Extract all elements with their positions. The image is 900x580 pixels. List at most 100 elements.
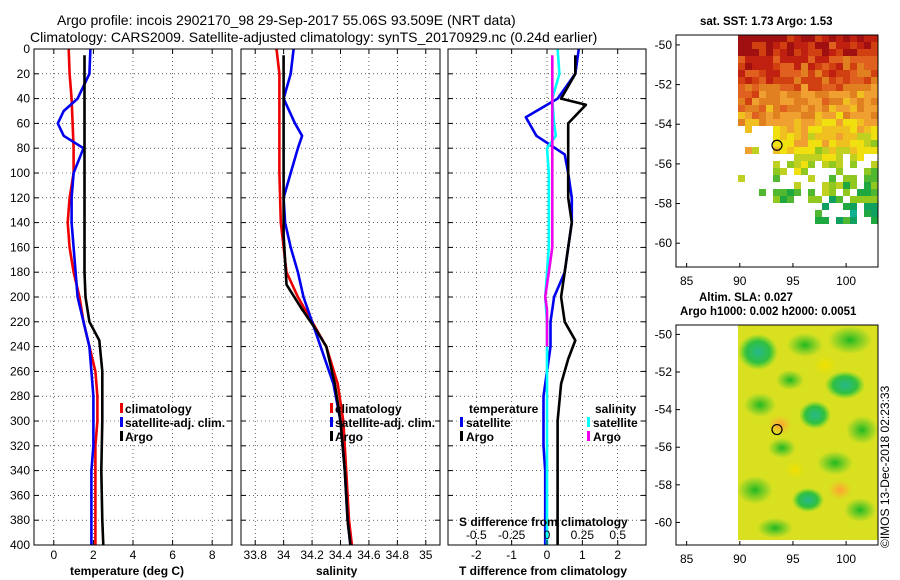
sst-pixel [794, 105, 801, 112]
sst-pixel [787, 35, 794, 42]
sst-pixel [780, 84, 787, 91]
sla-blob [738, 334, 778, 370]
sla-axes: 85 90 95 100 -50 -52 -54 -56 -58 -60 [655, 327, 857, 566]
sst-pixel [780, 112, 787, 119]
sst-pixel [850, 112, 857, 119]
difference-xlabel: T difference from climatology [459, 564, 627, 578]
sst-pixel [864, 70, 871, 77]
sst-pixel [822, 98, 829, 105]
sst-pixel [864, 189, 871, 196]
x-tick-label: 34.4 [329, 548, 353, 562]
sst-pixel [864, 42, 871, 49]
x-tick-label: 2 [614, 548, 621, 562]
sst-pixel [787, 91, 794, 98]
sst-pixel [815, 49, 822, 56]
sst-pixel [822, 217, 829, 224]
y-tick-label: -60 [655, 515, 673, 529]
sst-pixel [787, 112, 794, 119]
sst-pixel [752, 63, 759, 70]
sst-pixel [745, 56, 752, 63]
sst-pixel [864, 105, 871, 112]
sst-pixel [773, 126, 780, 133]
sst-pixel [808, 189, 815, 196]
sst-pixel [766, 119, 773, 126]
sst-pixel [766, 56, 773, 63]
sst-pixel [752, 105, 759, 112]
sst-pixel [857, 70, 864, 77]
y-tick-label: 180 [10, 265, 30, 279]
x-tick-label: 35 [419, 548, 433, 562]
sst-pixel [801, 91, 808, 98]
sst-pixel [864, 147, 871, 154]
sst-pixel [864, 175, 871, 182]
x-tick-label: 95 [786, 552, 800, 566]
y-tick-label: -50 [655, 38, 673, 52]
sst-pixel [850, 84, 857, 91]
map-frame [675, 34, 879, 268]
sst-pixel [794, 49, 801, 56]
sst-pixel [738, 77, 745, 84]
sst-pixel [780, 105, 787, 112]
sst-pixel [829, 119, 836, 126]
sst-pixel [871, 49, 878, 56]
sst-pixel [801, 63, 808, 70]
sst-pixel [745, 77, 752, 84]
salinity-panel: 33.8 34 34.2 34.4 34.6 34.8 35 [240, 48, 441, 562]
sst-pixel [794, 119, 801, 126]
sst-pixel [808, 196, 815, 203]
sst-pixel [850, 91, 857, 98]
sst-pixel [864, 203, 871, 210]
legend-label: climatology [125, 402, 192, 416]
sst-pixel [871, 112, 878, 119]
sst-pixel [843, 42, 850, 49]
sst-pixel [801, 35, 808, 42]
sst-pixel [857, 35, 864, 42]
sst-pixel [808, 105, 815, 112]
sst-pixel [843, 175, 850, 182]
sst-pixel [864, 119, 871, 126]
sst-pixel [864, 168, 871, 175]
sst-pixel [766, 35, 773, 42]
sst-pixel [829, 161, 836, 168]
sst-pixel [857, 56, 864, 63]
sst-pixel [773, 84, 780, 91]
sst-pixel [780, 70, 787, 77]
sla-blob [757, 518, 793, 538]
sst-pixel [822, 119, 829, 126]
sst-pixel [808, 175, 815, 182]
sst-pixel [787, 42, 794, 49]
sst-pixel [794, 189, 801, 196]
sst-pixel [787, 77, 794, 84]
x-top-tick-label: -0.25 [498, 528, 526, 542]
sst-pixel [871, 140, 878, 147]
sst-pixel [815, 35, 822, 42]
sst-pixel [780, 63, 787, 70]
sst-pixel [759, 91, 766, 98]
figure-title-line1: Argo profile: incois 2902170_98 29-Sep-2… [57, 12, 516, 28]
sst-pixel [843, 126, 850, 133]
sst-pixel [850, 196, 857, 203]
series-line [543, 55, 554, 347]
sst-pixel [829, 147, 836, 154]
legend-swatch [330, 417, 333, 427]
sst-pixel [766, 49, 773, 56]
sst-pixel [822, 112, 829, 119]
sst-pixel [801, 56, 808, 63]
sst-pixel [808, 63, 815, 70]
sst-pixel [850, 70, 857, 77]
sst-pixel [752, 49, 759, 56]
sst-pixel [850, 126, 857, 133]
sst-axes: 85 90 95 100 -50 -52 -54 -56 -58 -60 [655, 38, 857, 288]
figure-title-line2: Climatology: CARS2009. Satellite-adjuste… [30, 29, 597, 45]
x-tick-label: 85 [680, 274, 694, 288]
sst-pixel [836, 49, 843, 56]
sst-pixel [808, 84, 815, 91]
legend-swatch [460, 431, 463, 441]
sst-pixel [794, 168, 801, 175]
sst-pixel [780, 126, 787, 133]
sst-pixel [738, 42, 745, 49]
sst-pixel [801, 126, 808, 133]
x-tick-label: 95 [786, 274, 800, 288]
sst-pixel [850, 119, 857, 126]
x-tick-label: 34.6 [357, 548, 381, 562]
